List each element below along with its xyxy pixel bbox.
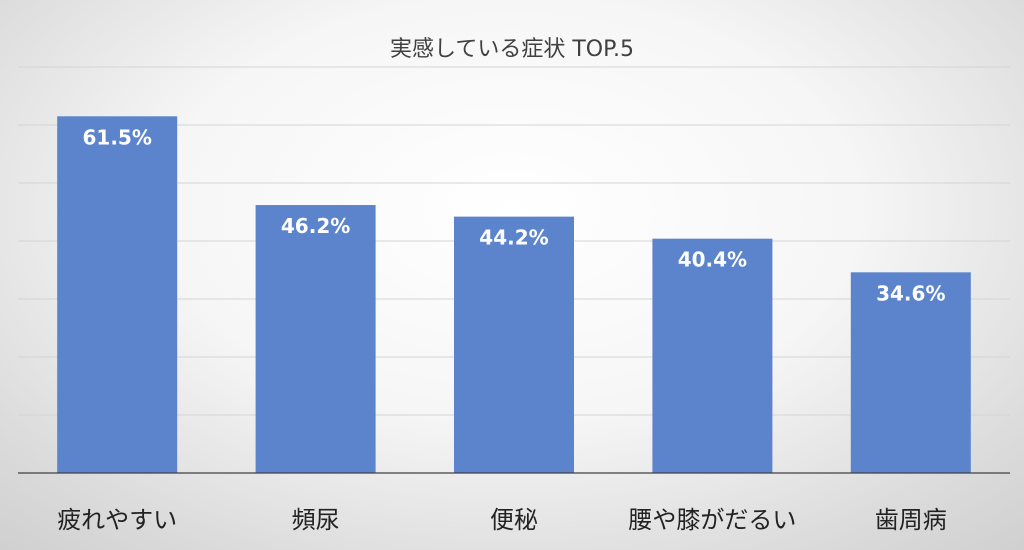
bar-1	[57, 116, 178, 474]
bar-2	[255, 205, 376, 474]
category-label-4: 腰や膝がだるい	[628, 506, 796, 534]
data-label-2: 46.2%	[281, 214, 350, 238]
data-label-5: 34.6%	[876, 281, 945, 305]
data-label-4: 40.4%	[678, 248, 747, 272]
data-label-3: 44.2%	[479, 226, 548, 250]
bar-4	[652, 238, 773, 473]
data-labels: 61.5% 46.2% 44.2% 40.4% 34.6%	[83, 125, 946, 305]
data-label-1: 61.5%	[83, 125, 152, 149]
bar-5	[850, 272, 971, 473]
category-label-5: 歯周病	[875, 506, 947, 534]
bar-3	[454, 216, 574, 473]
category-label-3: 便秘	[490, 506, 538, 534]
bars	[57, 116, 971, 474]
category-label-2: 頻尿	[292, 506, 340, 534]
chart-title: 実感している症状 TOP.5	[390, 37, 634, 62]
category-labels: 疲れやすい 頻尿 便秘 腰や膝がだるい 歯周病	[57, 506, 947, 534]
category-label-1: 疲れやすい	[57, 506, 177, 534]
